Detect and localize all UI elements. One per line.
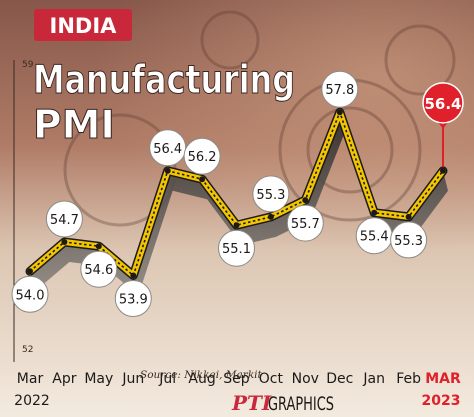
background-gears [63, 10, 456, 227]
data-point-mar: 56.4 [422, 82, 464, 174]
data-point-marker [95, 243, 102, 250]
value-bubble [114, 280, 152, 317]
x-tick-label: Nov [292, 371, 319, 387]
x-tick-label: Mar [17, 371, 44, 387]
value-bubble [11, 275, 49, 313]
value-label: 55.3 [394, 234, 423, 249]
value-label: 54.0 [16, 288, 45, 303]
data-point-marker [61, 239, 68, 245]
x-year-label: 2023 [422, 393, 461, 409]
value-label: 55.7 [291, 217, 320, 232]
value-bubble [183, 137, 221, 175]
value-bubble [80, 250, 118, 288]
title-line-2: PMI [33, 103, 115, 148]
source-note: Source: Nikkei, Markit [140, 369, 263, 381]
x-tick-label: Jan [362, 371, 385, 387]
value-bubble [45, 200, 83, 238]
value-bubble [321, 70, 359, 108]
value-label: 55.4 [360, 230, 389, 245]
data-point-sep: 55.1 [218, 222, 255, 267]
data-point-nov: 55.7 [286, 197, 324, 242]
data-point-dec: 57.8 [321, 70, 359, 116]
value-label: 55.1 [222, 242, 251, 257]
pti-logo-text: PTI [231, 391, 272, 415]
data-point-apr: 54.7 [45, 200, 83, 245]
data-point-marker [164, 167, 171, 174]
data-point-jun: 53.9 [114, 272, 152, 317]
x-tick-label: Dec [326, 371, 353, 387]
x-tick-label: Sep [223, 371, 250, 387]
value-label: 56.2 [188, 150, 217, 165]
data-point-marker [405, 213, 412, 220]
value-label: 55.3 [256, 188, 285, 203]
data-point-jul: 56.4 [149, 129, 187, 174]
y-tick-bottom: 52 [22, 345, 33, 355]
data-point-marker [371, 209, 378, 216]
value-bubble [286, 204, 324, 242]
value-label: 57.8 [325, 83, 354, 98]
badge-label: INDIA [50, 14, 118, 38]
x-tick-label: Oct [259, 371, 284, 387]
graphics-credit: GRAPHICS [268, 393, 334, 415]
pti-logo: PTI [231, 391, 272, 415]
x-tick-label: Apr [52, 371, 76, 387]
value-label: 54.7 [50, 213, 79, 228]
data-point-marker [130, 272, 137, 279]
badge-background [34, 9, 132, 41]
data-point-oct: 55.3 [252, 175, 290, 220]
x-tick-label: Jul [158, 371, 176, 387]
title-block: INDIA Manufacturing PMI [33, 9, 296, 149]
x-year-label: 2022 [14, 393, 50, 409]
data-point-marker [336, 109, 343, 116]
data-point-feb: 55.3 [390, 213, 428, 259]
data-point-may: 54.6 [80, 243, 118, 288]
data-point-marker [440, 167, 446, 174]
x-tick-label: Feb [396, 371, 421, 387]
data-point-mar: 54.0 [11, 268, 49, 313]
value-label: 53.9 [119, 293, 148, 308]
data-point-jan: 55.4 [355, 209, 393, 255]
data-point-marker [302, 197, 309, 204]
value-label: 54.6 [84, 263, 113, 278]
value-bubble [218, 229, 255, 267]
value-label: 56.4 [424, 95, 461, 113]
data-point-marker [233, 222, 240, 229]
footer: Source: Nikkei, Markit PTI GRAPHICS [140, 369, 334, 415]
data-point-marker [267, 213, 274, 220]
data-labels: 54.0 54.7 54.6 53.9 56.4 56.2 55.1 55.3 55.7 57.8… [11, 70, 464, 317]
value-bubble [252, 175, 290, 213]
data-point-marker [199, 176, 206, 183]
highlight-bubble [422, 82, 464, 124]
title-line-1: Manufacturing [33, 58, 295, 103]
x-tick-label: Aug [188, 371, 215, 387]
data-point-aug: 56.2 [183, 137, 221, 183]
x-tick-label: May [84, 371, 113, 387]
y-tick-top: 59 [22, 60, 34, 70]
x-tick-label: Jun [121, 371, 144, 387]
value-label: 56.4 [153, 142, 182, 157]
data-point-marker [27, 268, 33, 275]
value-bubble [390, 221, 428, 259]
x-tick-label: MAR [425, 371, 461, 387]
